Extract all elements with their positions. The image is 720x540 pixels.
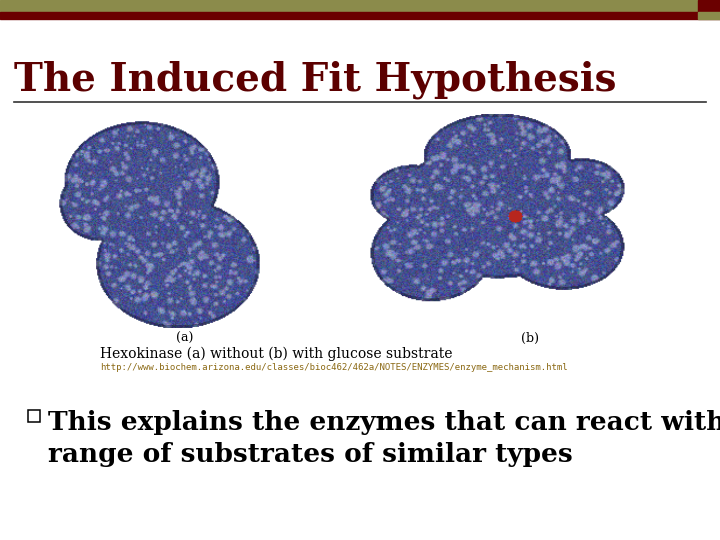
Text: The Induced Fit Hypothesis: The Induced Fit Hypothesis [14,60,616,99]
Bar [0,12,720,19]
Text: This explains the enzymes that can react with a
range of substrates of similar t: This explains the enzymes that can react… [48,410,720,467]
Text: (a): (a) [176,332,194,345]
Text: Hexokinase (a) without (b) with glucose substrate: Hexokinase (a) without (b) with glucose … [100,347,452,361]
Bar [698,12,720,19]
Bar [698,0,720,12]
Bar [0,0,720,12]
Text: (b): (b) [521,332,539,345]
Bar [28,410,40,422]
Text: http://www.biochem.arizona.edu/classes/bioc462/462a/NOTES/ENZYMES/enzyme_mechani: http://www.biochem.arizona.edu/classes/b… [100,363,567,373]
